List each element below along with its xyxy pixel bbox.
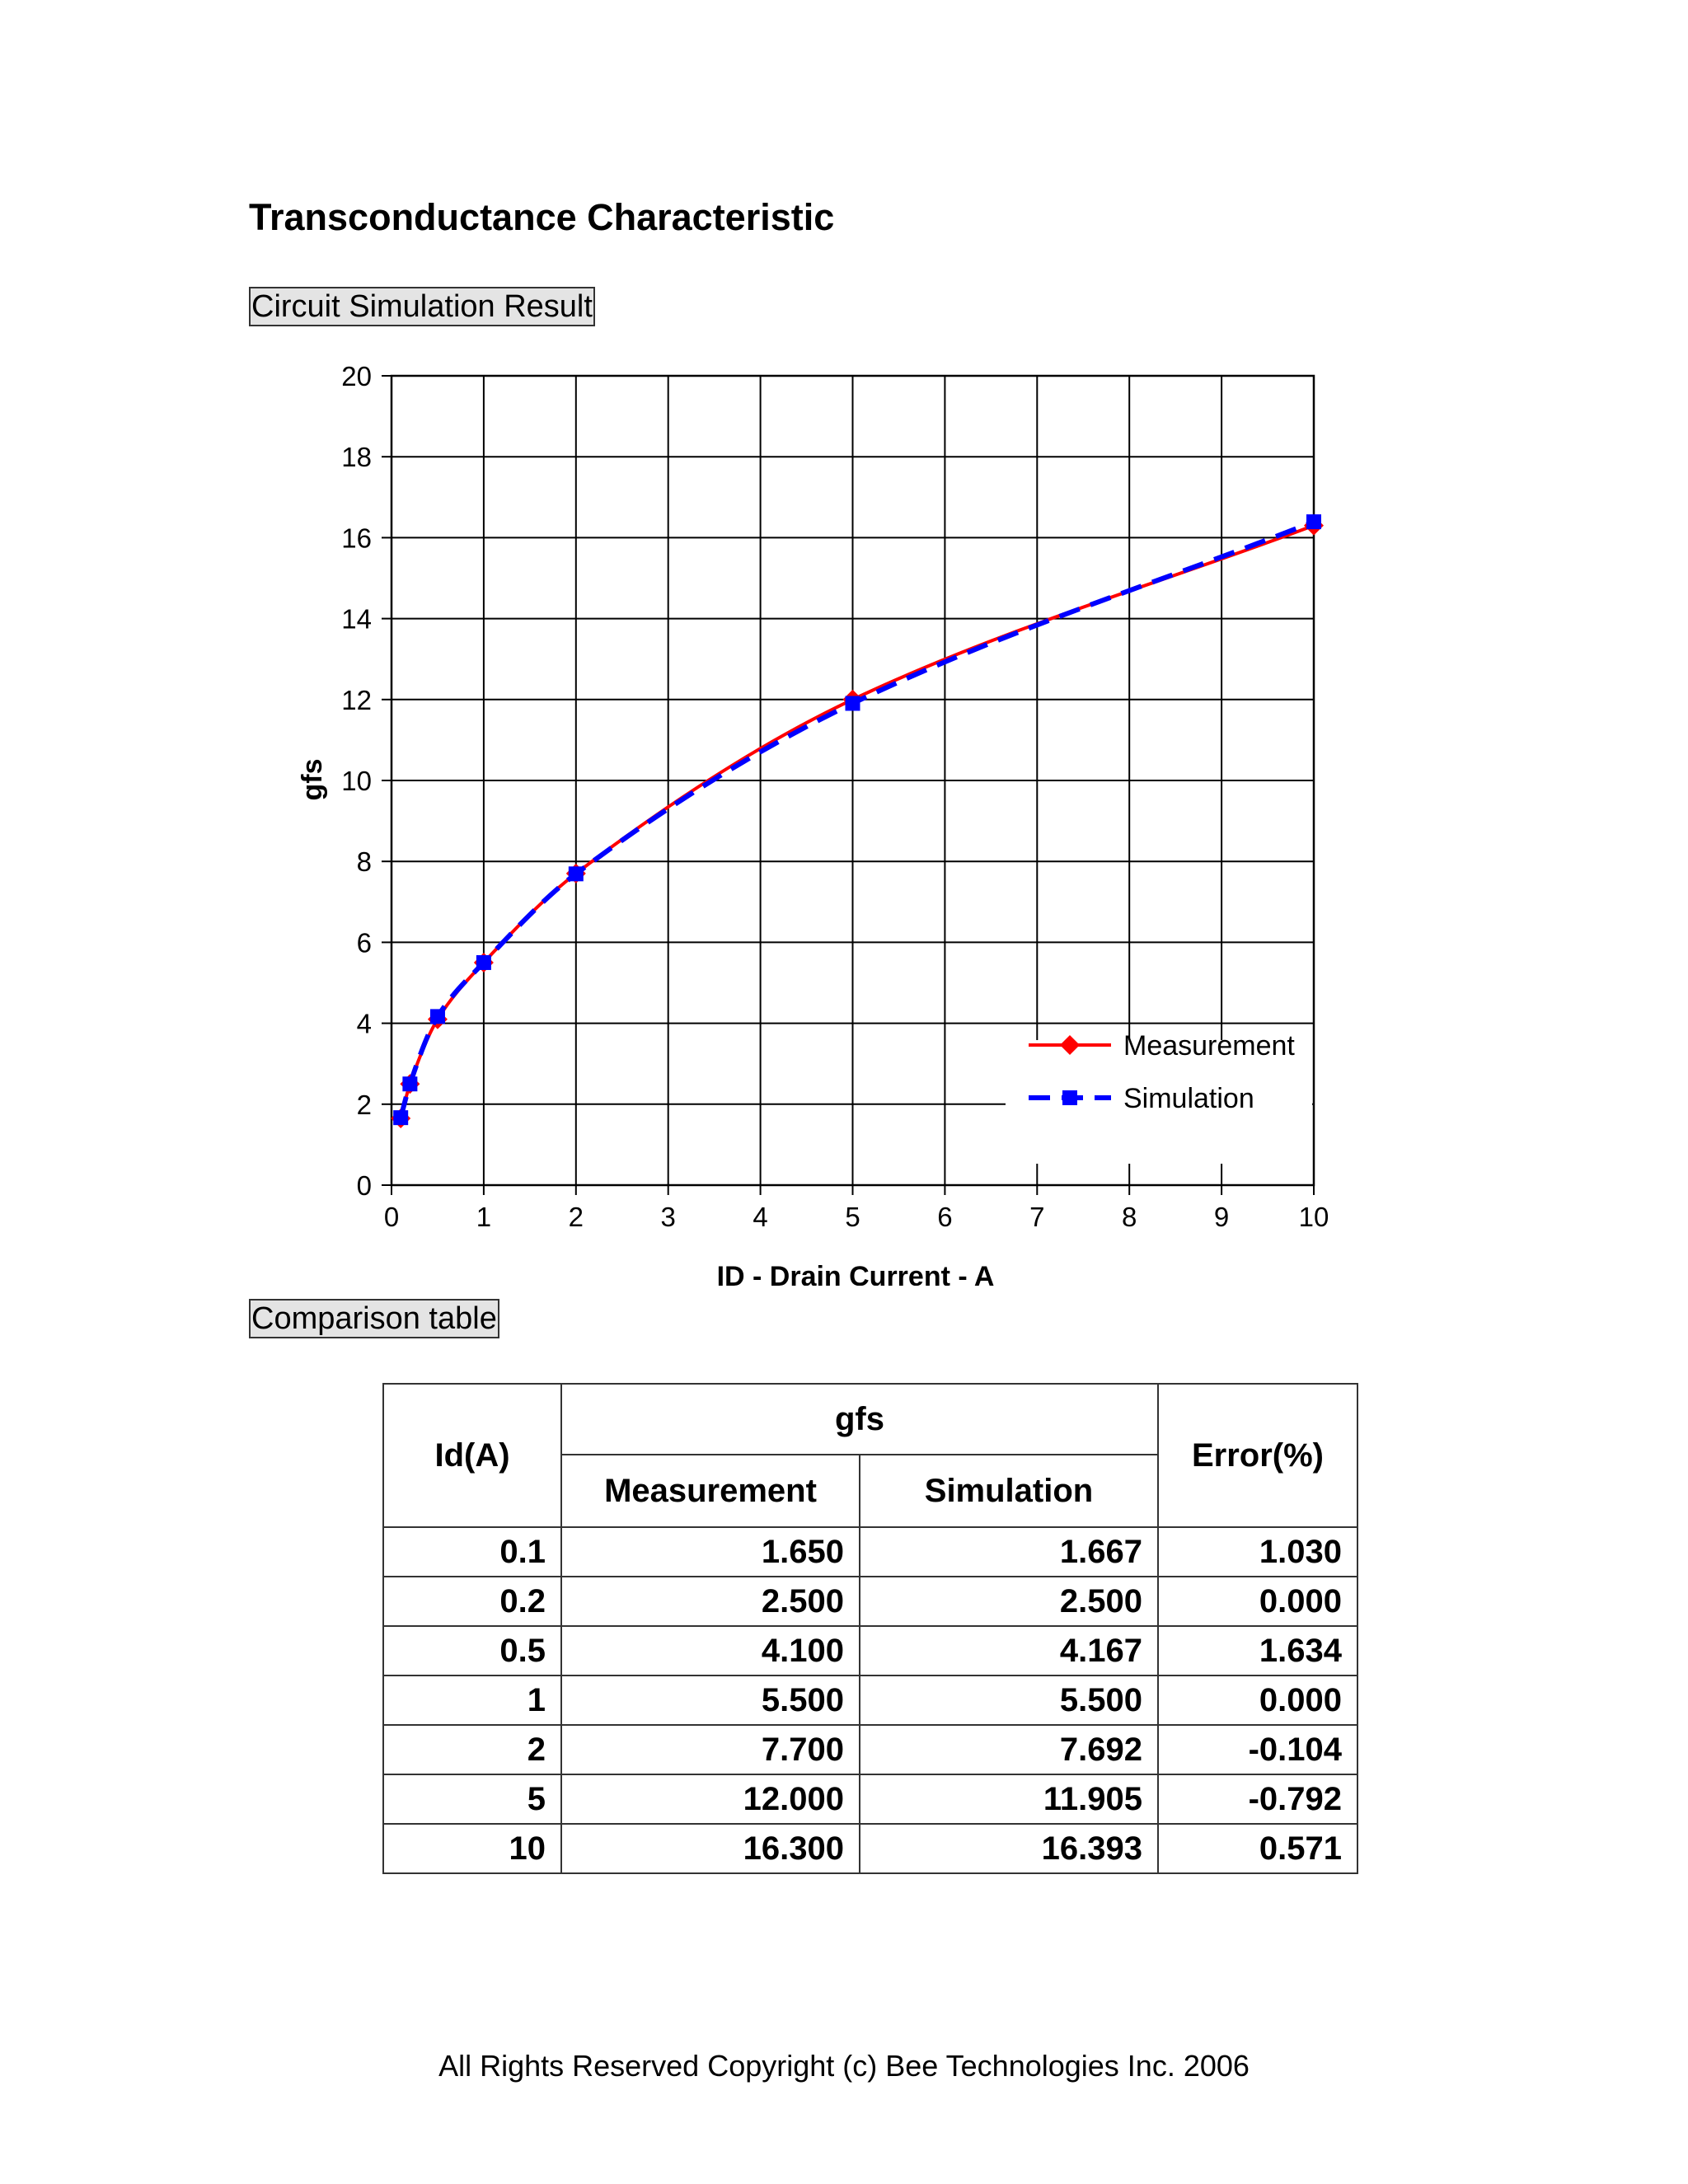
copyright-footer: All Rights Reserved Copyright (c) Bee Te… [438, 2049, 1250, 2083]
data-point-simulation [845, 696, 860, 711]
table-row: 1 5.500 5.500 0.000 [382, 1675, 1358, 1726]
data-point-simulation [393, 1110, 409, 1126]
data-point-simulation [1306, 514, 1321, 530]
table-row: 5 12.000 11.905 -0.792 [382, 1774, 1358, 1825]
table-row: 2 7.700 7.692 -0.104 [382, 1724, 1358, 1775]
cell-error: 0.000 [1157, 1675, 1358, 1726]
y-tick-label: 6 [357, 927, 372, 958]
y-tick-label: 12 [341, 685, 372, 715]
cell-error: 0.000 [1157, 1576, 1358, 1627]
x-tick-label: 10 [1299, 1202, 1329, 1232]
table-row: 0.1 1.650 1.667 1.030 [382, 1526, 1358, 1577]
section-label-comparison: Comparison table [249, 1299, 499, 1338]
cell-measurement: 7.700 [560, 1724, 860, 1775]
x-tick-label: 0 [384, 1202, 399, 1232]
cell-simulation: 4.167 [859, 1625, 1159, 1676]
cell-simulation: 16.393 [859, 1823, 1159, 1874]
cell-id: 1 [382, 1675, 562, 1726]
chart-grid [390, 374, 1315, 1187]
cell-error: 1.634 [1157, 1625, 1358, 1676]
chart-series [391, 514, 1324, 1128]
x-tick-label: 5 [845, 1202, 860, 1232]
column-header-gfs: gfs [560, 1383, 1159, 1455]
cell-id: 10 [382, 1823, 562, 1874]
cell-simulation: 5.500 [859, 1675, 1159, 1726]
y-tick-label: 8 [357, 846, 372, 877]
legend-label-measurement: Measurement [1123, 1030, 1295, 1062]
cell-error: 1.030 [1157, 1526, 1358, 1577]
cell-error: -0.792 [1157, 1774, 1358, 1825]
legend-label-simulation: Simulation [1123, 1083, 1254, 1114]
y-tick-label: 14 [341, 604, 372, 635]
x-tick-label: 7 [1029, 1202, 1044, 1232]
cell-measurement: 5.500 [560, 1675, 860, 1726]
y-tick-label: 18 [341, 442, 372, 472]
cell-id: 0.5 [382, 1625, 562, 1676]
column-header-id: Id(A) [382, 1383, 562, 1528]
cell-id: 2 [382, 1724, 562, 1775]
legend-box [1006, 1040, 1312, 1164]
table-body: 0.1 1.650 1.667 1.030 0.2 2.500 2.500 0.000 0.5 4… [382, 1526, 1358, 1874]
table-row: 0.2 2.500 2.500 0.000 [382, 1576, 1358, 1627]
y-tick-label: 10 [341, 766, 372, 796]
x-tick-label: 3 [661, 1202, 676, 1232]
y-tick-label: 20 [341, 361, 372, 391]
comparison-table: Id(A) gfs Error(%) Measurement Simulatio… [382, 1383, 1358, 1874]
series-simulation [393, 514, 1321, 1126]
y-axis-label: gfs [297, 759, 328, 801]
cell-simulation: 11.905 [859, 1774, 1159, 1825]
y-tick-label: 4 [357, 1009, 372, 1039]
column-header-measurement: Measurement [560, 1454, 860, 1528]
x-tick-label: 9 [1214, 1202, 1229, 1232]
data-point-simulation [429, 1009, 445, 1024]
series-line-simulation [398, 519, 1315, 1118]
data-point-simulation [402, 1076, 418, 1092]
cell-simulation: 7.692 [859, 1724, 1159, 1775]
x-tick-label: 8 [1122, 1202, 1137, 1232]
cell-simulation: 1.667 [859, 1526, 1159, 1577]
cell-measurement: 12.000 [560, 1774, 860, 1825]
data-point-simulation [476, 954, 491, 970]
cell-measurement: 2.500 [560, 1576, 860, 1627]
data-point-simulation [568, 866, 584, 882]
cell-measurement: 4.100 [560, 1625, 860, 1676]
y-tick-label: 0 [357, 1170, 372, 1201]
x-tick-label: 2 [569, 1202, 584, 1232]
cell-simulation: 2.500 [859, 1576, 1159, 1627]
section-label-simulation: Circuit Simulation Result [249, 287, 595, 326]
legend-marker-simulation [1062, 1090, 1077, 1105]
cell-error: -0.104 [1157, 1724, 1358, 1775]
x-tick-label: 4 [753, 1202, 767, 1232]
y-tick-label: 16 [341, 523, 372, 553]
chart-legend: Measurement Simulation [1006, 1030, 1312, 1164]
table-row: 10 16.300 16.393 0.571 [382, 1823, 1358, 1874]
x-axis-label: ID - Drain Current - A [717, 1261, 995, 1286]
column-header-error: Error(%) [1157, 1383, 1358, 1528]
cell-id: 5 [382, 1774, 562, 1825]
legend-marker-measurement [1060, 1035, 1080, 1055]
cell-error: 0.571 [1157, 1823, 1358, 1874]
cell-measurement: 1.650 [560, 1526, 860, 1577]
cell-id: 0.1 [382, 1526, 562, 1577]
cell-measurement: 16.300 [560, 1823, 860, 1874]
cell-id: 0.2 [382, 1576, 562, 1627]
column-header-simulation: Simulation [859, 1454, 1159, 1528]
page-title: Transconductance Characteristic [249, 196, 835, 238]
x-tick-label: 1 [476, 1202, 491, 1232]
table-row: 0.5 4.100 4.167 1.634 [382, 1625, 1358, 1676]
x-tick-label: 6 [937, 1202, 952, 1232]
y-tick-label: 2 [357, 1090, 372, 1120]
